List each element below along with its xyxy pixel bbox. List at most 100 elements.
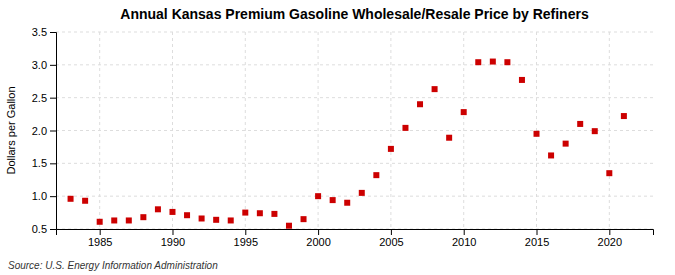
point: [213, 217, 219, 223]
tick: 2.5: [32, 92, 56, 104]
tick: 3.5: [32, 26, 56, 38]
tick-mark: [50, 229, 56, 230]
y-axis-title: Dollars per Gallon: [5, 86, 17, 174]
tick-mark: [50, 163, 56, 164]
grid-line: [390, 32, 391, 229]
tick-mark: [50, 131, 56, 132]
plot-area: 1985 1990 1995 2000 2005 2010 2015 2020 0.5 1.0 1.…: [32, 26, 654, 248]
point: [548, 152, 554, 158]
tick-label: 2.5: [32, 92, 47, 104]
tick-mark: [537, 229, 538, 235]
chart: 1985 1990 1995 2000 2005 2010 2015 2020 0.5 1.0 1.…: [0, 0, 675, 275]
point: [184, 212, 190, 218]
tick: 1990: [161, 229, 185, 248]
point: [155, 206, 161, 212]
tick: 0.5: [32, 223, 56, 235]
point: [534, 131, 540, 137]
point: [330, 197, 336, 203]
annotation: Source: U.S. Energy Information Administ…: [8, 260, 218, 271]
point: [402, 125, 408, 131]
point: [242, 210, 248, 216]
point: [432, 86, 438, 92]
tick-mark: [464, 229, 465, 235]
point: [592, 128, 598, 134]
tick-label: 2005: [379, 236, 403, 248]
point: [417, 101, 423, 107]
grid-line: [56, 32, 653, 33]
tick: 2.0: [32, 125, 56, 137]
tick-mark: [318, 229, 319, 235]
point: [461, 109, 467, 115]
tick: 2020: [598, 229, 622, 248]
grid-line: [56, 130, 653, 131]
tick-label: 2010: [452, 236, 476, 248]
point: [228, 217, 234, 223]
point: [388, 146, 394, 152]
tick-mark: [609, 229, 610, 235]
point: [68, 196, 74, 202]
tick-mark: [391, 229, 392, 235]
tick: 2000: [306, 229, 330, 248]
tick-label: 1990: [161, 236, 185, 248]
axis-line: [57, 230, 654, 236]
tick: 2010: [452, 229, 476, 248]
tick-mark: [100, 229, 101, 235]
point: [199, 215, 205, 221]
tick: 2005: [379, 229, 403, 248]
point: [577, 121, 583, 127]
tick: 2015: [525, 229, 549, 248]
tick-mark: [172, 229, 173, 235]
point: [111, 217, 117, 223]
point: [257, 210, 263, 216]
point: [344, 200, 350, 206]
tick-label: 1995: [234, 236, 258, 248]
tick-mark: [50, 98, 56, 99]
point: [301, 216, 307, 222]
point: [97, 219, 103, 225]
tick: 3.0: [32, 59, 56, 71]
tick-label: 1.5: [32, 157, 47, 169]
tick-label: 2.0: [32, 125, 47, 137]
tick-label: 3.0: [32, 59, 47, 71]
point: [359, 190, 365, 196]
tick-mark: [50, 65, 56, 66]
axis-line: [50, 33, 57, 230]
point: [519, 77, 525, 83]
tick-mark: [245, 229, 246, 235]
tick-label: 2015: [525, 236, 549, 248]
point: [286, 223, 292, 229]
point: [621, 113, 627, 119]
tick-label: 3.5: [32, 26, 47, 38]
tick-label: 2000: [306, 236, 330, 248]
tick: 1.5: [32, 157, 56, 169]
point: [563, 141, 569, 147]
grid-line: [318, 32, 319, 229]
grid-line: [56, 64, 653, 65]
point: [446, 135, 452, 141]
grid-line: [56, 196, 653, 197]
tick: 1985: [88, 229, 112, 248]
point: [315, 193, 321, 199]
point: [126, 217, 132, 223]
y-axis: 0.5 1.0 1.5 2.0 2.5 3.0 3.5: [32, 26, 57, 235]
tick: 1995: [234, 229, 258, 248]
point: [606, 170, 612, 176]
title: Annual Kansas Premium Gasoline Wholesale…: [120, 6, 589, 22]
tick-label: 1.0: [32, 190, 47, 202]
points: [68, 59, 627, 229]
point: [169, 209, 175, 215]
point: [490, 59, 496, 65]
grid-line: [56, 163, 653, 164]
tick-mark: [50, 196, 56, 197]
tick-label: 2020: [598, 236, 622, 248]
point: [475, 59, 481, 65]
point: [504, 59, 510, 65]
grid: [56, 32, 653, 229]
point: [373, 172, 379, 178]
tick-label: 0.5: [32, 223, 47, 235]
grid-line: [56, 97, 653, 98]
tick-mark: [50, 32, 56, 33]
tick: 1.0: [32, 190, 56, 202]
point: [271, 211, 277, 217]
x-axis: 1985 1990 1995 2000 2005 2010 2015 2020: [57, 229, 654, 248]
